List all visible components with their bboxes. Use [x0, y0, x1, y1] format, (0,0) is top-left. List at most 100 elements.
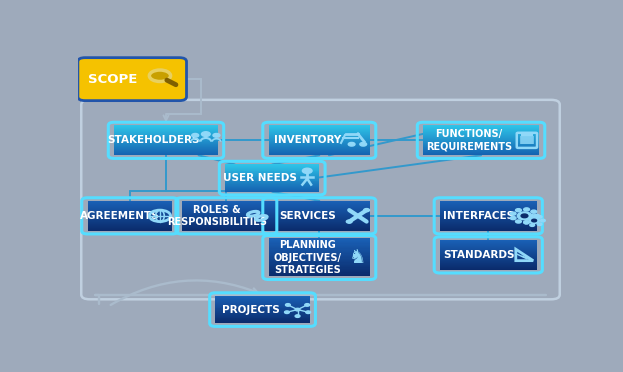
Bar — [440, 240, 536, 241]
Bar — [87, 227, 172, 228]
Bar — [114, 143, 218, 144]
Bar — [269, 245, 370, 246]
Bar — [440, 201, 536, 202]
Bar — [440, 263, 536, 264]
Circle shape — [537, 215, 542, 218]
Bar — [225, 182, 320, 183]
Bar — [225, 190, 320, 192]
Bar — [440, 225, 536, 227]
Circle shape — [348, 142, 355, 146]
Bar — [216, 298, 310, 299]
Bar — [269, 262, 370, 264]
Bar — [440, 267, 536, 268]
Bar — [114, 146, 218, 147]
Bar — [87, 211, 172, 212]
Bar — [182, 225, 271, 226]
Bar — [269, 217, 370, 218]
Bar — [269, 202, 370, 203]
Bar — [87, 221, 172, 222]
Bar — [269, 271, 370, 273]
Bar — [440, 228, 536, 229]
Bar — [114, 129, 218, 130]
Bar — [225, 170, 320, 172]
Bar — [114, 132, 218, 133]
Bar — [114, 151, 218, 152]
Bar — [269, 261, 370, 263]
Bar — [423, 128, 539, 129]
Bar — [225, 182, 320, 183]
Bar — [269, 250, 370, 251]
Circle shape — [531, 210, 536, 213]
Bar — [440, 209, 536, 210]
Bar — [216, 302, 310, 303]
Bar — [440, 264, 536, 265]
Bar — [225, 184, 320, 185]
Bar — [440, 250, 536, 251]
Circle shape — [305, 304, 310, 306]
Bar — [269, 148, 370, 149]
Bar — [423, 150, 539, 151]
Bar — [440, 243, 536, 244]
Circle shape — [529, 218, 540, 224]
Circle shape — [285, 304, 290, 306]
Circle shape — [213, 134, 220, 137]
Bar — [87, 208, 172, 209]
Bar — [216, 316, 310, 317]
Bar — [269, 209, 370, 211]
Bar — [440, 202, 536, 203]
Bar — [440, 230, 536, 231]
Bar — [216, 322, 310, 323]
Bar — [114, 127, 218, 128]
Bar — [182, 219, 271, 220]
Bar — [225, 187, 320, 188]
Bar — [269, 144, 370, 145]
Bar — [87, 205, 172, 206]
Bar — [114, 135, 218, 137]
Bar — [440, 269, 536, 270]
Bar — [225, 177, 320, 178]
Bar — [225, 190, 320, 191]
Bar — [182, 201, 271, 202]
Bar — [216, 306, 310, 307]
Bar — [423, 148, 539, 149]
Bar — [269, 137, 370, 138]
Bar — [423, 130, 539, 131]
Bar — [87, 218, 172, 219]
Bar — [269, 256, 370, 257]
Bar — [269, 139, 370, 140]
Bar — [440, 222, 536, 224]
Bar — [216, 299, 310, 301]
Bar — [440, 219, 536, 220]
Circle shape — [532, 219, 536, 222]
Circle shape — [201, 132, 210, 137]
Bar — [269, 270, 370, 271]
Bar — [114, 141, 218, 142]
Bar — [114, 147, 218, 148]
Bar — [182, 227, 271, 228]
Bar — [182, 206, 271, 207]
Bar — [423, 132, 539, 133]
Bar — [216, 318, 310, 320]
Bar — [216, 311, 310, 312]
Text: STANDARDS: STANDARDS — [443, 250, 515, 260]
Bar — [87, 206, 172, 208]
Bar — [269, 267, 370, 269]
Bar — [269, 269, 370, 270]
Bar — [440, 256, 536, 257]
Bar — [440, 209, 536, 211]
Bar — [423, 151, 539, 152]
Bar — [114, 128, 218, 129]
Bar — [216, 298, 310, 299]
Text: INTERFACES: INTERFACES — [443, 211, 514, 221]
Bar — [269, 136, 370, 137]
Bar — [423, 141, 539, 142]
Bar — [114, 149, 218, 150]
Bar — [182, 214, 271, 215]
Bar — [269, 153, 370, 154]
Circle shape — [192, 134, 199, 137]
Bar — [440, 255, 536, 256]
Bar — [440, 241, 536, 242]
Circle shape — [295, 308, 300, 311]
Circle shape — [524, 208, 530, 211]
Bar — [423, 135, 539, 137]
